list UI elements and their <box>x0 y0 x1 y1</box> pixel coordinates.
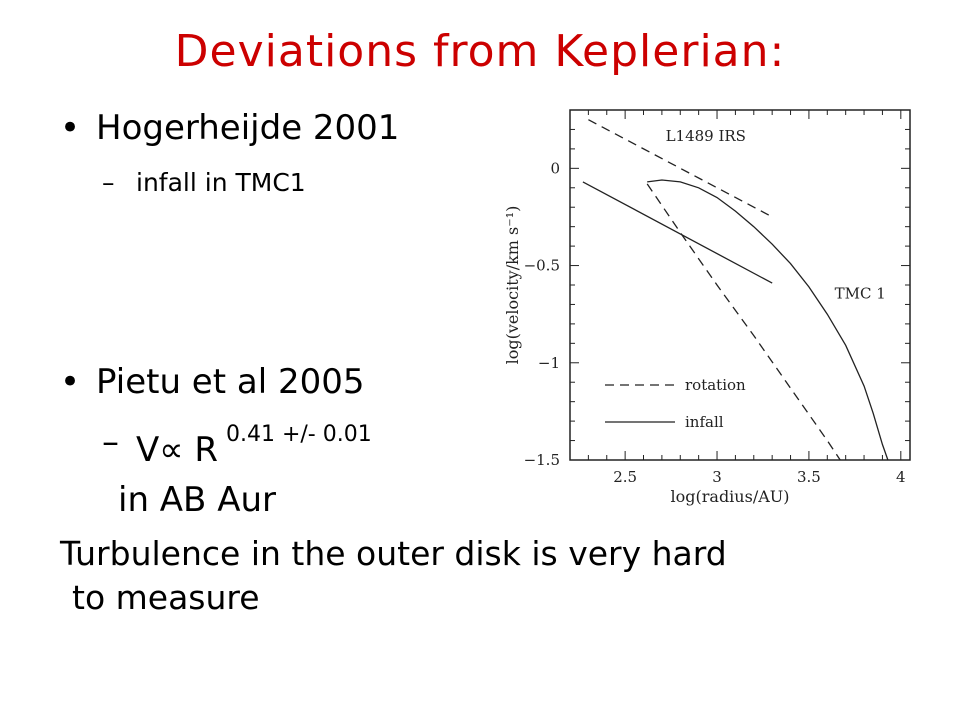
relation-location: in AB Aur <box>118 480 276 520</box>
y-tick-label: 0 <box>550 159 560 177</box>
y-tick-label: −1.5 <box>524 451 560 469</box>
conclusion-line-2: to measure <box>72 578 260 617</box>
y-tick-label: −0.5 <box>524 257 560 275</box>
bullet-hogerheijde: • Hogerheijde 2001 <box>60 108 400 148</box>
dash-marker: – <box>102 168 115 197</box>
series-line-4 <box>647 179 889 461</box>
bullet-text: Pietu et al 2005 <box>96 362 365 402</box>
series-line-2 <box>582 181 773 284</box>
relation-exponent: 0.41 +/- 0.01 <box>225 422 372 447</box>
series-line-1 <box>588 119 773 218</box>
bullet-dot: • <box>60 362 81 402</box>
sub-bullet-infall: – infall in TMC1 <box>102 168 306 197</box>
series-line-3 <box>646 183 841 461</box>
dash-marker: – <box>102 422 119 462</box>
x-tick-label: 3.5 <box>797 468 821 486</box>
y-tick-label: −1 <box>538 354 560 372</box>
velocity-radius-chart: 2.5 3 3.5 4 0 −0.5 −1 −1.5 log(radius/AU) log(vel… <box>503 109 911 506</box>
legend-label-rotation: rotation <box>685 376 746 394</box>
y-axis-label: log(velocity/km s⁻¹) <box>503 206 522 365</box>
x-tick-label: 3 <box>712 468 722 486</box>
x-axis-label: log(radius/AU) <box>671 487 790 506</box>
sub-bullet-text: infall in TMC1 <box>136 168 306 197</box>
relation-text: V∝ R <box>136 430 218 470</box>
chart-annotation: TMC 1 <box>835 285 886 303</box>
slide-title: Deviations from Keplerian: <box>174 26 786 77</box>
legend-label-infall: infall <box>685 413 724 431</box>
conclusion-line-1: Turbulence in the outer disk is very har… <box>60 534 727 573</box>
x-tick-label: 2.5 <box>613 468 637 486</box>
velocity-relation: – V∝ R 0.41 +/- 0.01 <box>102 422 372 470</box>
bullet-pietu: • Pietu et al 2005 <box>60 362 365 402</box>
chart-annotation: L1489 IRS <box>666 127 746 145</box>
bullet-text: Hogerheijde 2001 <box>96 108 400 148</box>
x-tick-label: 4 <box>896 468 906 486</box>
bullet-dot: • <box>60 108 81 148</box>
